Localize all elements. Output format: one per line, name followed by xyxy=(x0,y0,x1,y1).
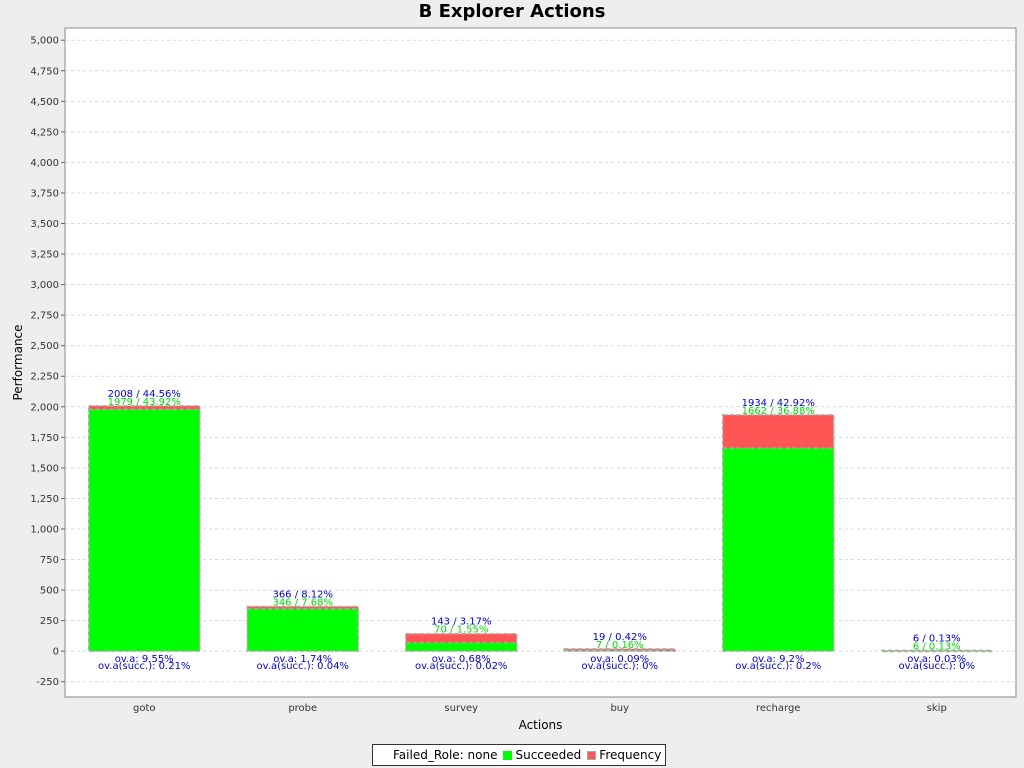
y-tick-label: 1,250 xyxy=(30,494,59,505)
overall-succ-data-label: ov.a(succ.): 0.02% xyxy=(415,661,507,672)
overall-succ-data-label: ov.a(succ.): 0.21% xyxy=(98,661,190,672)
overall-data-label: ov.a: 9.55% xyxy=(115,654,174,665)
bar-frequency xyxy=(564,648,676,652)
y-tick-label: 750 xyxy=(40,555,59,566)
x-tick-label: buy xyxy=(610,703,629,714)
legend-label-failed: Failed_Role: none xyxy=(393,748,498,762)
bar-outline xyxy=(246,605,359,652)
succeeded-data-label: 1979 / 43.92% xyxy=(108,397,181,408)
succeeded-data-label: 346 / 7.68% xyxy=(272,597,333,608)
succeeded-data-label: 1662 / 36.88% xyxy=(742,406,815,417)
bar-succeeded xyxy=(405,642,517,652)
y-tick-label: 1,750 xyxy=(30,433,59,444)
y-tick-label: 0 xyxy=(53,647,59,658)
succeeded-data-label: 7 / 0.16% xyxy=(596,640,644,651)
x-tick-label: skip xyxy=(927,703,947,714)
frequency-data-label: 366 / 8.12% xyxy=(272,589,333,600)
y-tick-label: 2,750 xyxy=(30,311,59,322)
y-tick-label: 1,000 xyxy=(30,524,59,535)
x-tick-label: probe xyxy=(288,703,317,714)
frequency-data-label: 1934 / 42.92% xyxy=(742,398,815,409)
overall-data-label: ov.a: 1.74% xyxy=(273,654,332,665)
bar-succeeded xyxy=(247,608,359,652)
plot-area xyxy=(64,27,1017,698)
y-tick-label: 250 xyxy=(40,616,59,627)
overall-succ-data-label: ov.a(succ.): 0% xyxy=(581,661,658,672)
y-tick-label: 5,000 xyxy=(30,36,59,47)
legend-label-succeeded: Succeeded xyxy=(515,748,582,762)
bar-outline xyxy=(88,405,201,652)
y-tick-label: 4,000 xyxy=(30,158,59,169)
legend-swatch-succeeded xyxy=(503,750,513,760)
y-tick-label: 1,500 xyxy=(30,463,59,474)
bar-outline xyxy=(722,414,835,652)
y-tick-label: -250 xyxy=(36,677,59,688)
frequency-data-label: 2008 / 44.56% xyxy=(108,389,181,400)
succeeded-data-label: 70 / 1.55% xyxy=(434,625,488,636)
y-tick-label: 3,500 xyxy=(30,219,59,230)
succeeded-data-label: 6 / 0.13% xyxy=(913,641,961,652)
legend-label-frequency: Frequency xyxy=(599,748,662,762)
bar-succeeded xyxy=(881,650,993,652)
chart-legend: Failed_Role: none Succeeded Frequency xyxy=(372,744,667,766)
frequency-data-label: 6 / 0.13% xyxy=(913,633,961,644)
y-tick-label: 3,250 xyxy=(30,250,59,261)
y-tick-label: 4,750 xyxy=(30,66,59,77)
y-tick-label: 4,500 xyxy=(30,97,59,108)
y-tick-label: 2,500 xyxy=(30,341,59,352)
x-tick-label: survey xyxy=(444,703,478,714)
legend-swatch-frequency xyxy=(587,750,597,760)
y-tick-label: 500 xyxy=(40,586,59,597)
overall-data-label: ov.a: 9.2% xyxy=(752,654,805,665)
bar-succeeded xyxy=(88,409,200,652)
y-tick-label: 3,750 xyxy=(30,188,59,199)
x-tick-label: recharge xyxy=(756,703,800,714)
y-tick-label: 2,000 xyxy=(30,402,59,413)
legend-swatch-failed xyxy=(381,750,390,760)
overall-succ-data-label: ov.a(succ.): 0.2% xyxy=(735,661,821,672)
chart-title: B Explorer Actions xyxy=(418,1,606,22)
x-axis-title: Actions xyxy=(519,718,563,732)
y-tick-label: 2,250 xyxy=(30,372,59,383)
overall-data-label: ov.a: 0.09% xyxy=(590,654,649,665)
overall-succ-data-label: ov.a(succ.): 0.04% xyxy=(257,661,349,672)
x-tick-label: goto xyxy=(133,703,156,714)
frequency-data-label: 143 / 3.17% xyxy=(431,617,492,628)
y-tick-label: 4,250 xyxy=(30,127,59,138)
y-tick-label: 3,000 xyxy=(30,280,59,291)
overall-data-label: ov.a: 0.03% xyxy=(907,654,966,665)
y-axis-title: Performance xyxy=(11,324,25,400)
overall-succ-data-label: ov.a(succ.): 0% xyxy=(898,661,975,672)
frequency-data-label: 19 / 0.42% xyxy=(593,632,647,643)
overall-data-label: ov.a: 0.68% xyxy=(432,654,491,665)
bar-succeeded xyxy=(722,448,834,652)
